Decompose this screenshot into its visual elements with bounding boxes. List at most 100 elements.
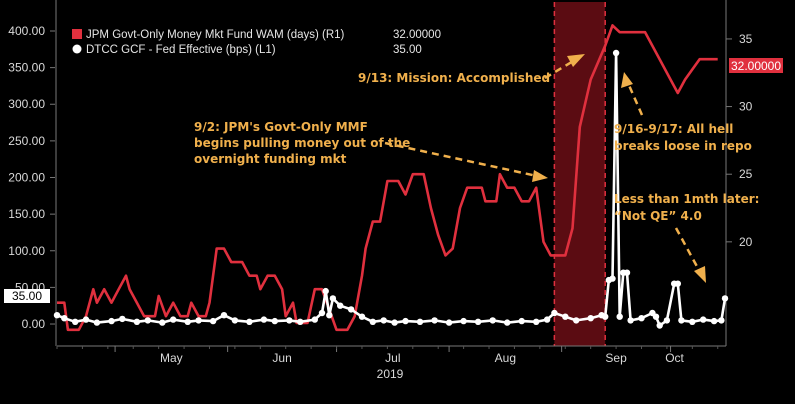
series-point-gcf-17	[260, 316, 268, 323]
arrow-not-qe	[674, 227, 702, 273]
event-vline-layer	[553, 2, 606, 346]
annotation-not-qe-line-1: Less than 1mth later:	[614, 192, 759, 206]
annotation-jpm-pull-line-1: 9/2: JPM's Govt-Only MMF	[194, 120, 368, 134]
series-point-gcf-50	[609, 275, 616, 282]
series-point-gcf-60	[663, 317, 671, 324]
left-tick-label-7: 350.00	[8, 61, 45, 75]
annotation-arrows	[384, 58, 702, 273]
right-tick-label-0: 20	[739, 235, 753, 249]
series-point-gcf-67	[718, 317, 725, 324]
right-last-value-text: 32.00000	[731, 59, 781, 73]
left-tick-label-3: 150.00	[8, 207, 45, 221]
series-point-gcf-28	[358, 313, 366, 320]
series-point-gcf-5	[108, 317, 115, 325]
left-tick-label-5: 250.00	[8, 134, 45, 148]
arrow-repo-chaos	[626, 82, 644, 116]
series-point-gcf-46	[587, 315, 594, 322]
annotation-repo-chaos-line-1: 9/16-9/17: All hell	[614, 122, 733, 136]
series-point-gcf-9	[159, 319, 166, 326]
left-last-value-badge: 35.00	[4, 289, 50, 303]
series-point-gcf-1	[61, 315, 68, 322]
arrowhead-mission-accomplished	[567, 54, 585, 67]
annotation-not-qe-line-2: “Not QE” 4.0	[614, 209, 702, 223]
series-point-gcf-33	[416, 318, 424, 325]
x-tick-label-3: Aug	[495, 351, 516, 365]
series-point-gcf-52	[616, 313, 623, 320]
series-point-gcf-20	[297, 318, 304, 325]
series-point-gcf-2	[72, 318, 79, 325]
series-point-gcf-27	[347, 306, 355, 313]
series-point-gcf-11	[184, 318, 191, 325]
series-point-gcf-15	[231, 317, 239, 324]
series-point-gcf-6	[119, 315, 126, 323]
series-point-gcf-45	[573, 317, 580, 324]
left-tick-label-2: 100.00	[8, 244, 45, 258]
series-point-gcf-38	[489, 317, 496, 324]
left-tick-label-6: 300.00	[8, 97, 45, 111]
arrow-mission-accomplished	[544, 58, 576, 80]
arrowhead-repo-chaos	[621, 72, 633, 88]
right-last-value-badge: 32.00000	[729, 58, 783, 73]
series-point-gcf-58	[652, 313, 660, 320]
series-point-gcf-3	[82, 316, 90, 323]
arrowhead-jpm-pull	[532, 170, 548, 182]
series-point-gcf-62	[674, 280, 681, 287]
left-tick-label-8: 400.00	[8, 24, 45, 38]
x-tick-label-0: May	[160, 351, 183, 365]
series-point-gcf-54	[623, 269, 631, 276]
series-point-gcf-66	[710, 317, 718, 325]
x-tick-label-5: Oct	[665, 351, 684, 365]
series-point-gcf-14	[220, 312, 228, 319]
series-point-gcf-55	[627, 317, 634, 324]
series-point-gcf-42	[543, 316, 551, 323]
x-axis-year-label: 2019	[377, 367, 404, 381]
legend-marker-gcf	[72, 44, 82, 54]
series-point-gcf-29	[369, 318, 376, 325]
series-point-gcf-51	[612, 49, 620, 57]
arrow-jpm-pull	[384, 141, 538, 178]
series-point-gcf-23	[322, 287, 329, 295]
series-point-gcf-10	[170, 316, 177, 323]
series-point-gcf-48	[602, 313, 609, 320]
series-point-gcf-13	[209, 317, 217, 325]
shaded-period-layer	[554, 2, 606, 346]
series-point-gcf-39	[504, 319, 511, 326]
series-point-gcf-18	[271, 317, 278, 325]
series-point-gcf-43	[551, 309, 558, 317]
series-point-gcf-68	[721, 295, 729, 302]
right-tick-label-3: 35	[739, 32, 753, 46]
arrowhead-not-qe	[694, 266, 706, 283]
legend-last-wam: 32.00000	[393, 29, 441, 41]
series-point-gcf-8	[144, 317, 151, 324]
annotation-jpm-pull-line-3: overnight funding mkt	[194, 152, 347, 166]
x-tick-label-1: Jun	[272, 351, 291, 365]
series-point-gcf-25	[329, 295, 337, 302]
x-axis: May Jun Jul Aug Sep Oct	[56, 345, 726, 365]
annotation-repo-chaos-line-2: breaks loose in repo	[614, 139, 752, 153]
series-point-gcf-30	[380, 317, 387, 324]
series-point-gcf-0	[53, 312, 61, 319]
left-tick-label-0: 0.00	[22, 317, 46, 331]
series-point-gcf-59	[656, 322, 663, 329]
legend-label-gcf: DTCC GCF - Fed Effective (bps) (L1)	[86, 44, 276, 56]
right-tick-label-2: 30	[739, 100, 753, 114]
left-last-value-text: 35.00	[12, 289, 42, 303]
series-point-gcf-56	[638, 315, 645, 322]
series-point-gcf-22	[318, 309, 326, 317]
annotation-mission-accomplished: 9/13: Mission: Accomplished	[358, 71, 550, 85]
series-line-wam	[57, 24, 718, 332]
left-tick-label-4: 200.00	[8, 171, 45, 185]
series-point-gcf-7	[133, 318, 141, 325]
legend-label-wam: JPM Govt-Only Money Mkt Fund WAM (days) …	[86, 29, 345, 41]
right-y-axis: 20 25 30 35	[725, 0, 753, 346]
x-tick-label-4: Sep	[605, 351, 627, 365]
series-point-gcf-40	[518, 317, 525, 325]
annotation-jpm-pull-line-2: begins pulling money out of the	[194, 136, 410, 150]
series-point-gcf-26	[337, 302, 344, 309]
series-point-gcf-24	[326, 312, 333, 319]
series-point-gcf-35	[445, 319, 453, 326]
x-tick-label-2: Jul	[385, 351, 400, 365]
right-tick-label-1: 25	[739, 167, 753, 181]
annotations: 9/13: Mission: Accomplished 9/2: JPM's G…	[194, 54, 759, 283]
